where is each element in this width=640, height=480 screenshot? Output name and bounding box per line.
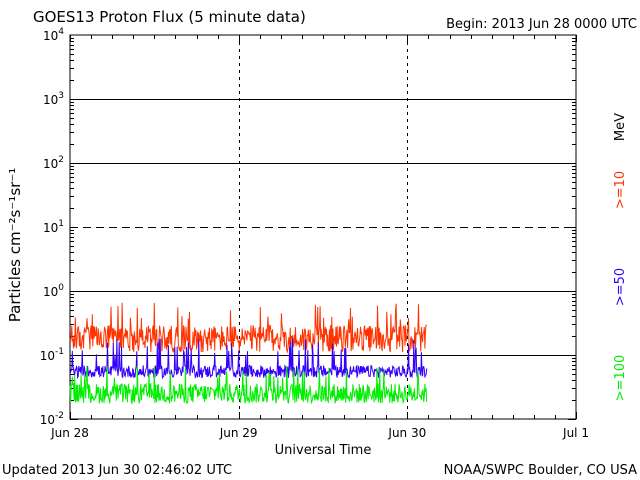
plot-area: 10-2 10-1 100 101 104 103 102 [40,27,577,427]
x-tick-label: Jul 1 [562,426,589,440]
legend-item-2: >=50 [613,268,628,306]
begin-time: Begin: 2013 Jun 28 0000 UTC [446,17,637,32]
series-line-2 [69,338,428,380]
legend-item-1: >=10 [613,171,628,209]
x-axis-label: Universal Time [275,443,372,458]
series-line-3 [69,365,428,405]
x-tick-label: Jun 29 [219,426,258,440]
x-tick-labels: Jun 28 Jun 29 Jun 30 Jul 1 [50,426,589,440]
legend-item-3: >=100 [613,355,628,402]
updated-timestamp: Updated 2013 Jun 30 02:46:02 UTC [2,463,232,478]
y-tick-label: 101 [43,219,64,235]
y-tick-label: 10-1 [40,347,64,363]
y-tick-label: 104 [43,27,64,43]
credit-label: NOAA/SWPC Boulder, CO USA [444,463,637,478]
unit-label: MeV [613,113,628,141]
series-line-1 [69,302,427,354]
y-axis-label: Particles cm⁻²s⁻¹sr⁻¹ [6,168,24,323]
x-tick-label: Jun 30 [387,426,426,440]
svg-text:Particles cm⁻²s⁻¹sr⁻¹: Particles cm⁻²s⁻¹sr⁻¹ [6,168,24,323]
y-tick-label: 103 [43,91,64,107]
y-tick-label: 100 [43,283,64,299]
legend: >=10 >=50 >=100 MeV [613,113,628,401]
y-tick-label: 102 [43,155,64,171]
chart-title: GOES13 Proton Flux (5 minute data) [33,8,306,26]
y-tick-label: 10-2 [40,411,64,427]
x-tick-label: Jun 28 [50,426,89,440]
